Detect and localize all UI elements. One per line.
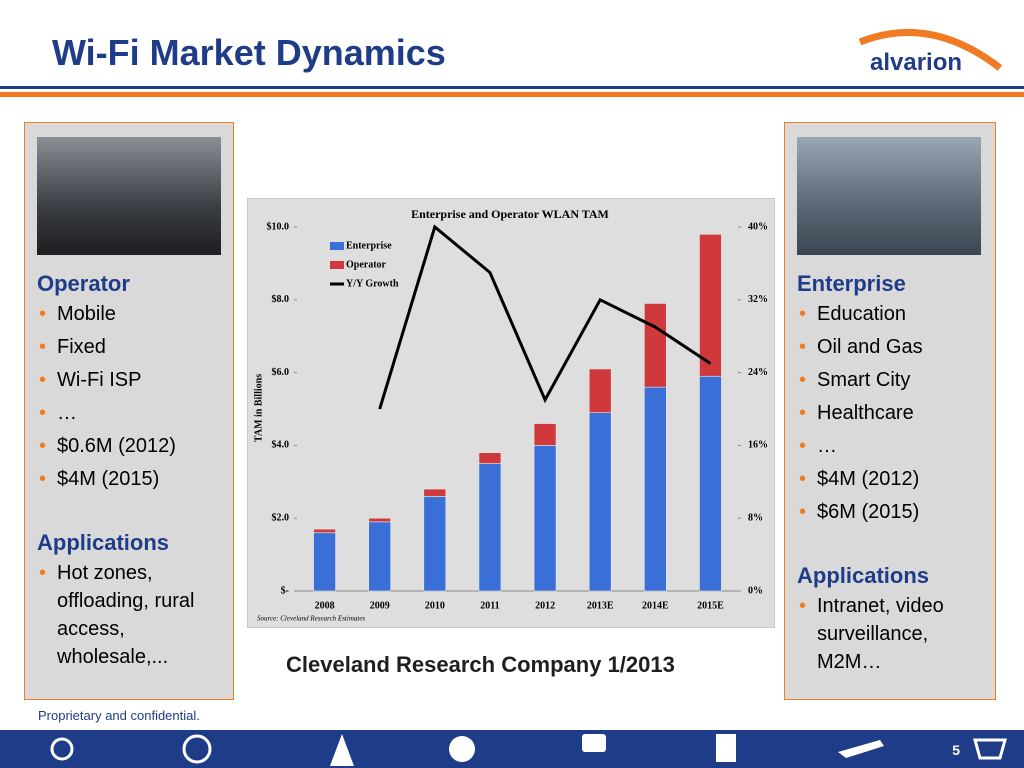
footer: Proprietary and confidential. [38, 708, 200, 723]
photo [37, 137, 221, 255]
caption: Cleveland Research Company 1/2013 [286, 652, 675, 677]
x-tick-label: 2010 [425, 600, 445, 611]
panel-heading: Operator [37, 271, 130, 296]
header-rule [0, 92, 1024, 97]
slide-title: Wi-Fi Market Dynamics [52, 32, 446, 73]
legend-swatch [330, 242, 344, 250]
y2-tick-label: 24% [748, 367, 768, 378]
spacer [797, 531, 987, 559]
y2-tick-label: 8% [748, 512, 763, 523]
bullet-item: $6M (2015) [797, 498, 987, 526]
bar-segment [644, 386, 667, 592]
panel-text: Operator Mobile Fixed Wi-Fi ISP … $0.6M (2012… [37, 267, 227, 676]
chart: Enterprise and Operator WLAN TAM TAM in B… [247, 198, 775, 628]
legend-label: Y/Y Growth [346, 278, 399, 289]
bar-segment [313, 528, 336, 534]
bullet-item: $4M (2015) [37, 465, 227, 493]
bar-segment [588, 368, 612, 413]
bullet-item: … [37, 399, 227, 427]
bar-segment [313, 532, 336, 592]
panel-heading: Enterprise [797, 271, 906, 296]
x-tick-label: 2011 [480, 600, 499, 611]
source-note: Source: Cleveland Research Estimates [257, 615, 365, 623]
panel-text: Enterprise Education Oil and Gas Smart City… [797, 267, 987, 681]
spacer [37, 498, 227, 526]
page-number: 5 [952, 742, 960, 758]
y-tick-label: $- [281, 585, 289, 596]
bullet-item: $0.6M (2012) [37, 432, 227, 460]
bullet-item: Wi-Fi ISP [37, 366, 227, 394]
bullet-item: Hot zones, offloading, rural access, who… [37, 559, 227, 671]
header-rule [0, 86, 1024, 89]
bullet-item: Intranet, video surveillance, M2M… [797, 592, 987, 676]
panel-heading: Applications [37, 530, 170, 555]
bar-segment [368, 521, 391, 592]
y2-tick-label: 32% [748, 294, 768, 305]
y2-tick-label: 16% [748, 440, 768, 451]
y2-tick-label: 40% [748, 221, 768, 232]
chart-title: Enterprise and Operator WLAN TAM [411, 207, 609, 221]
legend-label: Operator [346, 259, 387, 270]
bullet-item: $4M (2012) [797, 465, 987, 493]
panel-heading: Applications [797, 563, 930, 588]
left-panel: Operator Mobile Fixed Wi-Fi ISP … $0.6M (2012… [24, 122, 234, 700]
bar-segment [368, 517, 391, 523]
bar-segment [423, 488, 447, 497]
bar-segment [478, 463, 502, 592]
bullet-item: Oil and Gas [797, 333, 987, 361]
bar-segment [644, 303, 667, 388]
legend-label: Enterprise [346, 240, 392, 251]
x-tick-label: 2013E [587, 600, 614, 611]
bar-segment [478, 452, 502, 464]
photo [797, 137, 981, 255]
bullet-item: Education [797, 300, 987, 328]
x-tick-label: 2008 [315, 600, 335, 611]
bar-segment [699, 233, 722, 377]
bar-segment [699, 375, 722, 592]
bar-segment [533, 445, 557, 592]
bullet-item: … [797, 432, 987, 460]
y2-tick-label: 0% [748, 585, 763, 596]
y-axis-label: TAM in Billions [253, 374, 264, 442]
y-tick-label: $2.0 [272, 512, 290, 523]
bullet-item: Healthcare [797, 399, 987, 427]
bullet-item: Smart City [797, 366, 987, 394]
x-tick-label: 2012 [535, 600, 555, 611]
bar-segment [588, 412, 612, 592]
y-tick-label: $4.0 [272, 440, 290, 451]
y-tick-label: $6.0 [272, 367, 290, 378]
logo-text: alvarion [870, 49, 962, 76]
x-tick-label: 2014E [642, 600, 669, 611]
footer-icons [50, 734, 1007, 766]
y-tick-label: $10.0 [267, 221, 290, 232]
x-tick-label: 2009 [370, 600, 390, 611]
x-tick-label: 2015E [697, 600, 724, 611]
y-tick-label: $8.0 [272, 294, 290, 305]
bullet-item: Fixed [37, 333, 227, 361]
logo: alvarion [858, 29, 1003, 76]
bar-segment [423, 496, 447, 592]
bar-segment [533, 423, 557, 446]
growth-line [378, 224, 712, 410]
right-panel: Enterprise Education Oil and Gas Smart City… [784, 122, 996, 700]
bullet-item: Mobile [37, 300, 227, 328]
legend-swatch [330, 261, 344, 269]
